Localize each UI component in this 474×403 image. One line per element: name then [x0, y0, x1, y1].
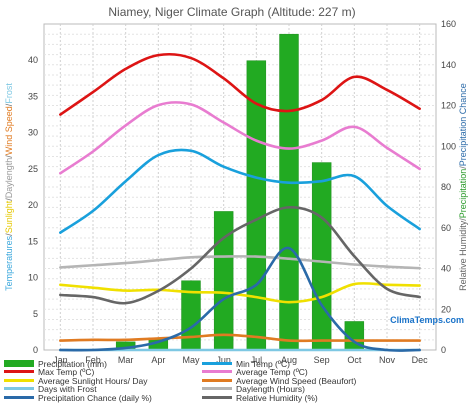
legend-swatch: [4, 387, 34, 391]
legend-label: Min Temp (ºC): [236, 359, 290, 369]
legend-label: Average Temp (ºC): [236, 367, 308, 378]
legend-label: Relative Humidity (%): [236, 392, 318, 403]
axis-label-segment: Precipitation Chance: [458, 83, 468, 166]
legend-label: Days with Frost: [38, 384, 97, 395]
legend-label: Max Temp (ºC): [38, 367, 95, 378]
left-tick-label: 15: [28, 236, 38, 246]
axis-label-segment: Relative Humidity: [458, 220, 468, 291]
legend-swatch: [4, 395, 34, 399]
x-tick-label: Aug: [281, 355, 297, 365]
legend-swatch: [202, 362, 232, 365]
right-tick-label: 20: [441, 304, 451, 314]
legend-swatch: [202, 370, 232, 374]
axis-label-segment: /: [458, 218, 468, 221]
series-line-average-temp-c: [59, 101, 421, 175]
left-tick-label: 0: [33, 345, 38, 355]
axis-label-segment: Frost: [4, 83, 14, 104]
legend-label: Precipitation Chance (daily %): [38, 392, 152, 403]
right-tick-label: 80: [441, 182, 451, 192]
brand-watermark: ClimaTemps.com: [390, 315, 464, 325]
left-tick-label: 30: [28, 128, 38, 138]
x-tick-label: May: [182, 355, 200, 365]
legend-swatch: [4, 378, 34, 382]
x-tick-label: Dec: [412, 355, 429, 365]
right-tick-label: 160: [441, 19, 456, 29]
right-tick-label: 100: [441, 141, 456, 151]
x-tick-label: Feb: [85, 355, 101, 365]
legend-label: Daylength (Hours): [236, 384, 305, 395]
y-axis-label-right: Relative Humidity/Precipitation/Precipit…: [458, 83, 468, 291]
series-line-max-temp-c: [59, 52, 421, 116]
x-tick-label: Sep: [314, 355, 330, 365]
axis-label-segment: Precipitation: [458, 169, 468, 219]
legend-label: Average Wind Speed (Beaufort): [236, 375, 357, 386]
axis-label-segment: Daylength: [4, 158, 14, 199]
right-tick-label: 120: [441, 101, 456, 111]
series-line-min-temp-c: [59, 148, 421, 234]
axis-label-segment: Sunlight: [4, 200, 14, 233]
legend-swatch: [4, 360, 34, 367]
chart-title: Niamey, Niger Climate Graph (Altitude: 2…: [108, 5, 355, 19]
axis-label-segment: /: [458, 166, 468, 169]
axis-label-segment: /: [4, 103, 14, 106]
series-line-relative-humidity: [59, 206, 421, 305]
left-tick-label: 35: [28, 91, 38, 101]
left-tick-label: 20: [28, 200, 38, 210]
left-tick-label: 25: [28, 164, 38, 174]
right-tick-label: 0: [441, 345, 446, 355]
axes: 0 5 10 15 20 25 30 35 40 0 20 40 60 80 100 120 140 160 Jan…: [28, 19, 456, 365]
y-axis-label-left: Temperatures/Sunlight/Daylength/Wind Spe…: [4, 83, 14, 291]
grid: [43, 23, 437, 351]
series-line-average-sunlight-hours-day: [59, 281, 421, 304]
legend-swatch: [202, 378, 232, 382]
legend-label: Average Sunlight Hours/ Day: [38, 375, 148, 386]
x-tick-label: Apr: [151, 355, 165, 365]
legend-swatch: [4, 370, 34, 374]
x-tick-label: Mar: [118, 355, 134, 365]
left-tick-label: 10: [28, 273, 38, 283]
left-tick-label: 40: [28, 55, 38, 65]
x-tick-label: Jun: [216, 355, 231, 365]
axis-label-segment: /: [4, 198, 14, 201]
x-tick-label: Nov: [379, 355, 396, 365]
precipitation-bars: [115, 33, 365, 351]
x-tick-label: Oct: [347, 355, 362, 365]
series-line-average-wind-speed-beaufort: [59, 333, 421, 343]
axis-label-segment: /: [4, 155, 14, 158]
right-tick-label: 140: [441, 60, 456, 70]
precipitation-bar: [311, 162, 332, 351]
series-lines: [59, 52, 421, 352]
legend-swatch: [202, 387, 232, 391]
series-line-precipitation-chance-daily: [59, 246, 421, 352]
left-tick-label: 5: [33, 309, 38, 319]
right-tick-label: 60: [441, 223, 451, 233]
axis-label-segment: Temperatures: [4, 235, 14, 291]
legend-swatch: [202, 395, 232, 399]
series-line-daylength-hours: [59, 255, 421, 270]
axis-label-segment: Wind Speed: [4, 106, 14, 155]
axis-label-segment: /: [4, 233, 14, 236]
legend-label: Precipitation (mm): [38, 359, 107, 369]
x-tick-label: Jan: [53, 355, 68, 365]
right-tick-label: 40: [441, 264, 451, 274]
x-tick-label: Jul: [251, 355, 263, 365]
